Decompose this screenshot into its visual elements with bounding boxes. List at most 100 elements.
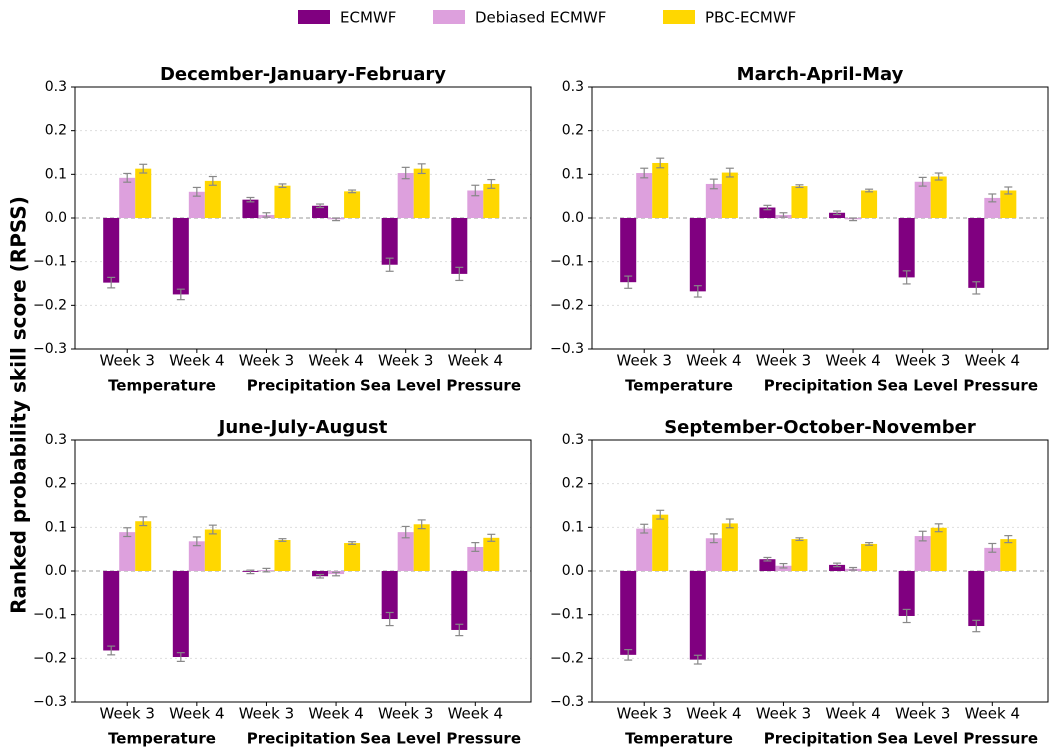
bar <box>705 538 722 571</box>
bar <box>103 571 120 651</box>
bar <box>172 218 189 295</box>
x-tick-label: Week 4 <box>965 705 1020 723</box>
bar <box>689 571 706 660</box>
bar <box>636 173 653 218</box>
group-label: Temperature <box>108 377 216 395</box>
y-tick-label: −0.2 <box>33 297 67 313</box>
legend-label: Debiased ECMWF <box>475 9 606 27</box>
y-tick-label: 0.1 <box>562 166 584 182</box>
group-label: Temperature <box>625 730 733 748</box>
bar <box>274 185 291 218</box>
bar <box>861 190 878 218</box>
bar <box>705 183 722 218</box>
y-tick-label: 0.1 <box>45 166 67 182</box>
x-tick-label: Week 4 <box>448 352 503 370</box>
x-tick-label: Week 3 <box>895 352 950 370</box>
group-label: Precipitation <box>764 377 873 395</box>
bar <box>344 191 361 218</box>
y-tick-label: −0.3 <box>550 341 584 357</box>
legend-swatch <box>298 10 330 24</box>
bar <box>636 528 653 571</box>
bar <box>968 218 985 288</box>
x-tick-label: Week 3 <box>239 705 294 723</box>
y-tick-label: 0.2 <box>562 123 584 139</box>
axes-frame <box>591 439 1049 703</box>
bar <box>861 543 878 571</box>
axes-frame <box>74 439 532 703</box>
y-tick-label: −0.1 <box>550 254 584 270</box>
group-label: Temperature <box>108 730 216 748</box>
bar <box>135 168 152 218</box>
bar <box>759 207 776 218</box>
bar <box>1000 539 1017 571</box>
x-tick-label: Week 3 <box>617 352 672 370</box>
x-tick-label: Week 3 <box>239 352 294 370</box>
bar <box>984 547 1001 571</box>
bar <box>930 527 947 571</box>
legend-label: ECMWF <box>340 9 396 27</box>
chart-title: September-October-November <box>664 417 976 438</box>
bar <box>914 536 931 571</box>
bar <box>829 564 846 571</box>
x-tick-label: Week 3 <box>895 705 950 723</box>
x-tick-label: Week 4 <box>169 352 224 370</box>
bar <box>344 543 361 571</box>
x-tick-label: Week 4 <box>308 352 363 370</box>
bar <box>467 190 484 218</box>
bar <box>381 218 398 265</box>
axes-frame <box>74 86 532 350</box>
bar <box>620 218 637 283</box>
y-tick-label: 0.3 <box>562 79 584 95</box>
bar <box>103 218 120 283</box>
bar <box>172 571 189 658</box>
y-tick-label: −0.2 <box>550 297 584 313</box>
y-tick-label: 0.3 <box>562 432 584 448</box>
y-tick-label: 0.3 <box>45 79 67 95</box>
x-tick-label: Week 3 <box>756 705 811 723</box>
bar <box>204 180 221 218</box>
bar <box>413 168 430 218</box>
x-tick-label: Week 3 <box>617 705 672 723</box>
legend-label: PBC-ECMWF <box>705 9 796 27</box>
x-tick-label: Week 3 <box>378 352 433 370</box>
bar <box>791 186 808 218</box>
y-tick-label: −0.2 <box>550 650 584 666</box>
x-tick-label: Week 4 <box>825 705 880 723</box>
y-tick-label: −0.3 <box>550 694 584 710</box>
y-tick-label: −0.1 <box>33 254 67 270</box>
bar <box>119 177 136 218</box>
bar <box>188 191 205 218</box>
bar <box>188 541 205 571</box>
bar <box>930 176 947 218</box>
x-tick-label: Week 4 <box>448 705 503 723</box>
chart-title: March-April-May <box>737 64 904 85</box>
y-tick-label: 0.1 <box>45 519 67 535</box>
y-tick-label: −0.3 <box>33 694 67 710</box>
bar <box>914 181 931 218</box>
axes-frame <box>591 86 1049 350</box>
y-tick-label: −0.3 <box>33 341 67 357</box>
chart-title: June-July-August <box>217 417 388 438</box>
x-tick-label: Week 3 <box>100 352 155 370</box>
bar <box>312 571 329 577</box>
group-label: Sea Level Pressure <box>360 377 521 395</box>
bar <box>312 205 329 218</box>
bar <box>483 537 500 571</box>
x-tick-label: Week 3 <box>100 705 155 723</box>
y-tick-label: 0.2 <box>45 476 67 492</box>
bar <box>898 218 915 278</box>
group-label: Precipitation <box>247 730 356 748</box>
group-label: Sea Level Pressure <box>877 377 1038 395</box>
x-tick-label: Week 4 <box>825 352 880 370</box>
bar <box>274 539 291 571</box>
bar <box>721 172 738 218</box>
bar <box>620 571 637 655</box>
bar <box>968 571 985 627</box>
y-tick-label: 0.3 <box>45 432 67 448</box>
bar <box>1000 190 1017 218</box>
bar <box>652 162 669 218</box>
group-label: Temperature <box>625 377 733 395</box>
chart-title: December-January-February <box>160 64 446 85</box>
bar <box>829 212 846 218</box>
